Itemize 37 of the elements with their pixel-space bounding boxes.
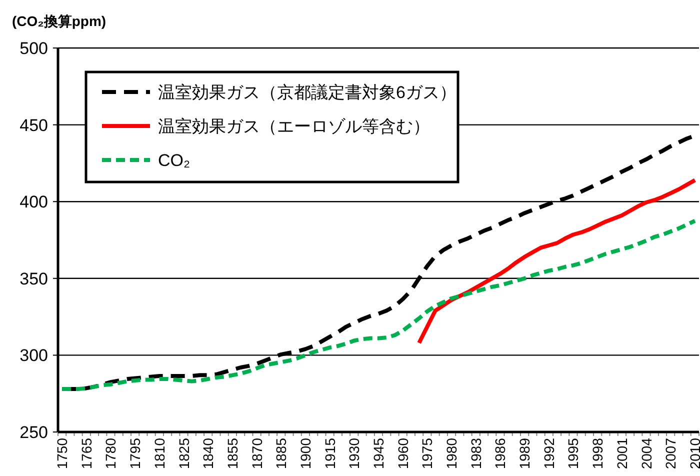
- x-tick-label: 1998: [590, 438, 606, 470]
- x-tick-label: 2010: [686, 438, 700, 470]
- x-tick-label: 2007: [662, 438, 679, 470]
- x-tick-label: 2001: [614, 438, 630, 470]
- x-tick-label: 1992: [540, 438, 557, 470]
- x-tick-label: 1915: [322, 438, 338, 470]
- x-tick-label: 1900: [297, 438, 314, 470]
- y-tick-label: 300: [20, 346, 48, 366]
- x-tick-label: 1995: [565, 438, 582, 470]
- x-tick-label: 1840: [200, 438, 216, 470]
- legend-label: 温室効果ガス（京都議定書対象6ガス）: [158, 83, 456, 102]
- x-tick-label: 1975: [419, 438, 436, 470]
- x-tick-label: 1750: [54, 438, 70, 470]
- legend-label: 温室効果ガス（エーロゾル等含む）: [158, 117, 430, 136]
- x-tick-label: 1765: [78, 438, 94, 470]
- legend-label: CO₂: [158, 151, 190, 170]
- x-tick-label: 1810: [151, 438, 168, 470]
- y-tick-label: 350: [20, 269, 48, 288]
- x-tick-label: 1980: [444, 438, 460, 470]
- x-tick-label: 1983: [468, 438, 484, 470]
- x-tick-label: 1780: [102, 438, 119, 470]
- y-axis-title: (CO₂換算ppm): [12, 13, 106, 29]
- y-tick-label: 400: [20, 192, 48, 212]
- x-tick-label: 1870: [248, 438, 265, 470]
- x-tick-label: 1855: [224, 438, 240, 470]
- x-tick-label: 1945: [370, 438, 386, 470]
- y-tick-label: 450: [20, 116, 48, 135]
- y-tick-label: 500: [20, 39, 48, 58]
- x-tick-label: 1930: [346, 438, 362, 470]
- x-tick-label: 1960: [394, 438, 411, 470]
- x-tick-label: 1795: [127, 438, 144, 470]
- x-tick-label: 1825: [176, 438, 192, 470]
- x-tick-label: 2004: [638, 438, 654, 470]
- x-tick-label: 1986: [492, 438, 508, 470]
- y-tick-label: 250: [20, 423, 48, 442]
- x-tick-label: 1989: [516, 438, 533, 470]
- x-tick-label: 1885: [273, 438, 290, 470]
